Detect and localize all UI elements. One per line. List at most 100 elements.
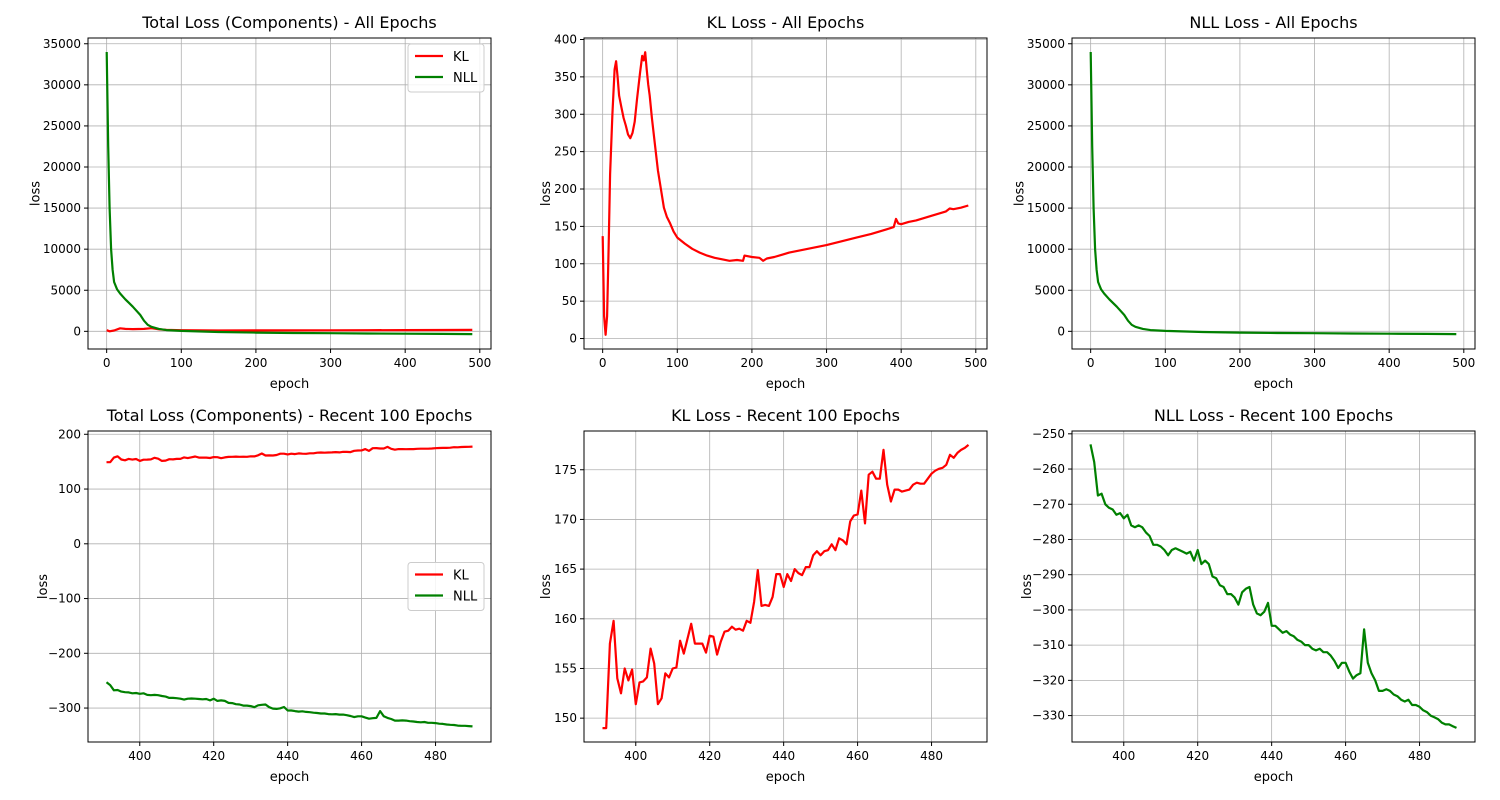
axes-frame <box>87 37 492 350</box>
x-tick-label: 480 <box>920 749 943 763</box>
chart-title: NLL Loss - All Epochs <box>1189 13 1357 32</box>
y-tick-label: 0 <box>73 324 81 338</box>
x-tick-label: 400 <box>1112 749 1135 763</box>
y-tick-label: 25000 <box>1027 119 1065 133</box>
x-tick-label: 300 <box>815 356 838 370</box>
x-tick-label: 300 <box>1303 356 1326 370</box>
axes-frame <box>1071 430 1476 743</box>
y-axis-label: loss <box>29 181 44 206</box>
y-tick-label: −310 <box>1032 638 1065 652</box>
axes-frame <box>583 430 988 743</box>
y-tick-label: −200 <box>48 646 81 660</box>
y-axis-label: loss <box>539 181 554 206</box>
x-tick-label: 400 <box>1378 356 1401 370</box>
y-tick-label: 35000 <box>1027 37 1065 51</box>
chart-panel: 400 420 440 460 480 −300 −200 −100 0 100 200 Total … <box>36 406 492 785</box>
y-tick-label: 155 <box>554 661 577 675</box>
legend-label: NLL <box>453 71 478 86</box>
y-tick-label: −280 <box>1032 532 1065 546</box>
y-tick-label: 25000 <box>43 119 81 133</box>
x-tick-label: 440 <box>772 749 795 763</box>
x-tick-label: 500 <box>964 356 987 370</box>
x-tick-label: 200 <box>244 356 267 370</box>
legend: KL NLL <box>407 562 485 611</box>
y-axis-label: loss <box>539 574 554 599</box>
y-axis-label: loss <box>1020 574 1035 599</box>
chart-panel: 400 420 440 460 480 −330 −320 −310 −300 −290 −280 −… <box>1020 406 1476 785</box>
chart-panel: 0 100 200 300 400 500050001000015000200002500… <box>29 13 492 392</box>
x-tick-label: 420 <box>1186 749 1209 763</box>
y-tick-label: 0 <box>569 332 577 346</box>
x-axis-label: epoch <box>1254 770 1294 785</box>
y-tick-label: 160 <box>554 612 577 626</box>
chart-panel: 0 100 200 300 400 500 0 50 100 150 200 250 300 350 400… <box>539 13 988 392</box>
y-tick-label: 400 <box>554 32 577 46</box>
x-tick-label: 100 <box>1154 356 1177 370</box>
x-tick-label: 100 <box>666 356 689 370</box>
y-tick-label: 20000 <box>1027 160 1065 174</box>
y-tick-label: 10000 <box>1027 242 1065 256</box>
y-tick-label: 350 <box>554 70 577 84</box>
y-tick-label: 300 <box>554 107 577 121</box>
x-axis-label: epoch <box>766 770 806 785</box>
x-axis-label: epoch <box>1254 377 1294 392</box>
x-tick-label: 420 <box>202 749 225 763</box>
chart-title: NLL Loss - Recent 100 Epochs <box>1154 406 1393 425</box>
series-line-loss <box>1089 51 1457 336</box>
y-tick-label: 15000 <box>1027 201 1065 215</box>
series-line-loss <box>602 444 970 730</box>
y-tick-label: 10000 <box>43 242 81 256</box>
y-axis-label: loss <box>36 574 51 599</box>
chart-title: KL Loss - All Epochs <box>707 13 865 32</box>
legend: KL NLL <box>407 43 485 93</box>
x-tick-label: 400 <box>394 356 417 370</box>
y-tick-label: 50 <box>562 294 577 308</box>
x-axis-label: epoch <box>270 770 310 785</box>
x-tick-label: 200 <box>740 356 763 370</box>
x-tick-label: 400 <box>128 749 151 763</box>
y-tick-label: 0 <box>73 537 81 551</box>
x-tick-label: 300 <box>319 356 342 370</box>
series-line-loss <box>1089 444 1457 729</box>
y-tick-label: 200 <box>58 427 81 441</box>
legend-label: KL <box>453 569 470 584</box>
chart-panel: 0 100 200 300 400 500050001000015000200002500… <box>1013 13 1476 392</box>
y-tick-label: −290 <box>1032 568 1065 582</box>
y-axis-label: loss <box>1013 181 1028 206</box>
y-tick-label: 0 <box>1057 324 1065 338</box>
chart-title: Total Loss (Components) - Recent 100 Epo… <box>106 406 473 425</box>
y-tick-label: −330 <box>1032 709 1065 723</box>
series-line-nll <box>105 51 473 336</box>
y-tick-label: 250 <box>554 145 577 159</box>
y-tick-label: −270 <box>1032 497 1065 511</box>
y-tick-label: 150 <box>554 711 577 725</box>
y-tick-label: −100 <box>48 592 81 606</box>
y-tick-label: 165 <box>554 562 577 576</box>
axes-frame <box>583 37 988 350</box>
y-tick-label: −260 <box>1032 462 1065 476</box>
x-tick-label: 0 <box>103 356 111 370</box>
axes-frame <box>87 430 492 743</box>
y-tick-label: 30000 <box>1027 78 1065 92</box>
y-tick-label: −300 <box>48 701 81 715</box>
y-tick-label: 150 <box>554 219 577 233</box>
x-tick-label: 460 <box>350 749 373 763</box>
chart-panel: 400 420 440 460 480 150 155 160 165 170 175 KL Loss… <box>539 406 988 785</box>
legend-label: KL <box>453 50 470 65</box>
x-tick-label: 200 <box>1228 356 1251 370</box>
y-tick-label: 35000 <box>43 37 81 51</box>
x-tick-label: 400 <box>890 356 913 370</box>
x-tick-label: 480 <box>424 749 447 763</box>
legend-label: NLL <box>453 590 478 605</box>
y-tick-label: 175 <box>554 463 577 477</box>
chart-title: KL Loss - Recent 100 Epochs <box>671 406 900 425</box>
y-tick-label: 5000 <box>50 283 81 297</box>
x-tick-label: 500 <box>468 356 491 370</box>
y-tick-label: −250 <box>1032 427 1065 441</box>
y-tick-label: 200 <box>554 182 577 196</box>
x-tick-label: 400 <box>624 749 647 763</box>
x-axis-label: epoch <box>766 377 806 392</box>
x-tick-label: 480 <box>1408 749 1431 763</box>
y-tick-label: 15000 <box>43 201 81 215</box>
